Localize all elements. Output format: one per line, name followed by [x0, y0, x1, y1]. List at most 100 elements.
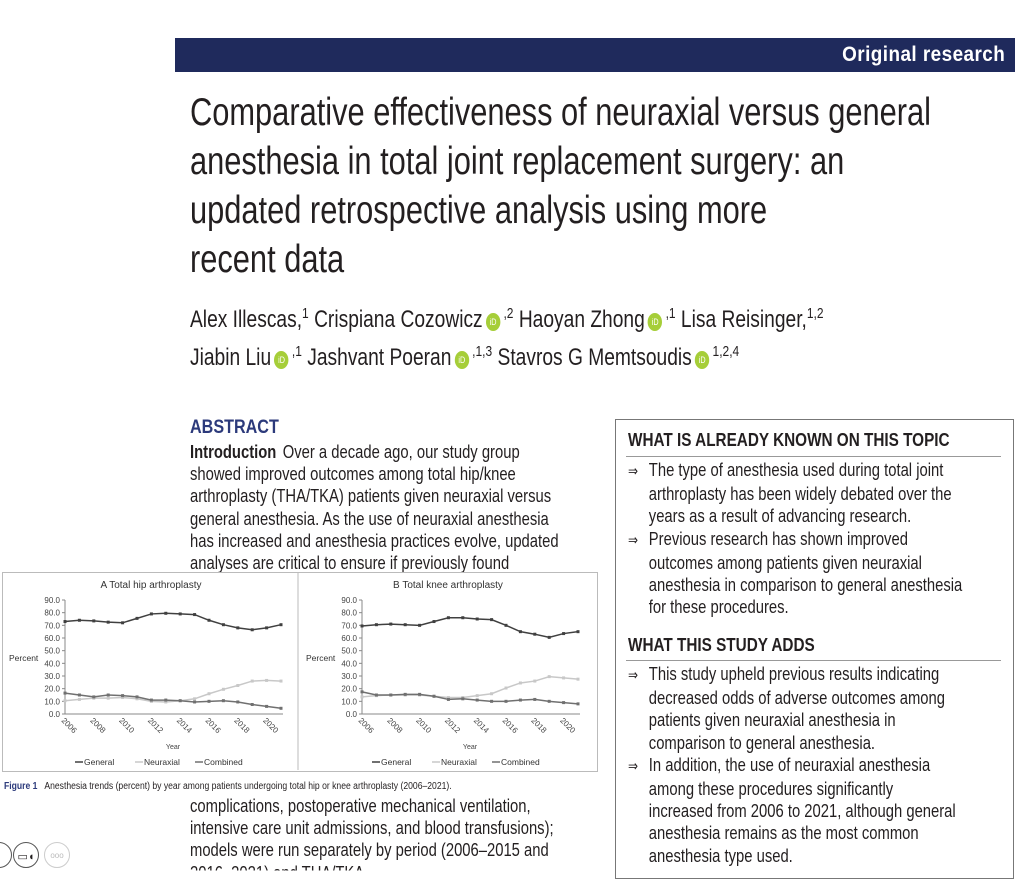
- bullet-line: arthroplasty has been widely debated ove…: [628, 483, 962, 505]
- abstract-line: models were run separately by period (20…: [190, 839, 549, 861]
- y-tick-label: 10.0: [44, 697, 60, 706]
- data-point: [562, 701, 566, 705]
- more-icon: ooo: [50, 851, 64, 860]
- data-point: [250, 703, 254, 706]
- data-point: [178, 612, 182, 616]
- line-text: In addition, the use of neuraxial anesth…: [648, 753, 931, 775]
- bullet-line: ⇒ This study upheld previous results indi…: [628, 663, 956, 687]
- data-point: [360, 690, 364, 694]
- data-point: [547, 635, 551, 639]
- series-line-neuraxial: [64, 679, 282, 703]
- y-axis-label: Percent: [9, 653, 39, 663]
- data-point: [63, 620, 67, 624]
- data-point: [403, 623, 407, 627]
- series-line-combined: [64, 692, 282, 710]
- data-point: [403, 692, 407, 696]
- legend-label: Combined: [501, 757, 540, 767]
- y-tick-label: 20.0: [44, 685, 60, 694]
- line-text: increased from 2006 to 2021, although ge…: [648, 800, 956, 822]
- line-text: among these procedures significantly: [648, 778, 894, 800]
- data-point: [121, 696, 125, 700]
- abstract-line: intensive care unit admissions, and bloo…: [190, 817, 554, 839]
- bullet-line: patients given neuraxial anesthesia in: [628, 709, 956, 731]
- data-point: [178, 699, 182, 703]
- author: Stavros G Memtsoudis iD 1,2,4: [498, 343, 740, 371]
- data-point: [490, 699, 494, 703]
- data-point: [63, 691, 67, 695]
- x-axis-label: Year: [166, 744, 181, 751]
- x-tick-label: 2012: [443, 716, 462, 735]
- y-tick-label: 90.0: [341, 596, 357, 605]
- data-point: [389, 693, 393, 697]
- divider: [626, 456, 1001, 457]
- orcid-icon[interactable]: iD: [647, 313, 663, 331]
- data-point: [576, 677, 580, 681]
- author-name: Haoyan Zhong: [518, 306, 645, 333]
- author: Jiabin Liu iD ,1: [190, 343, 307, 371]
- x-tick-label: 2016: [501, 716, 520, 735]
- line-text: This study upheld previous results indic…: [648, 663, 940, 684]
- y-tick-label: 80.0: [341, 609, 357, 618]
- arrow-icon: ⇒: [628, 757, 639, 775]
- data-point: [135, 695, 139, 699]
- affiliation: 1: [302, 305, 309, 322]
- orcid-icon[interactable]: iD: [454, 351, 469, 369]
- y-axis-label: Percent: [306, 653, 336, 663]
- orcid-icon[interactable]: iD: [274, 351, 289, 369]
- author-list: Alex Illescas,1 Crispiana Cozowicz iD ,2 H…: [190, 298, 982, 374]
- x-tick-label: 2012: [146, 716, 165, 735]
- y-tick-label: 0.0: [346, 710, 358, 719]
- line-text: for these procedures.: [648, 596, 789, 618]
- line-text: arthroplasty has been widely debated ove…: [648, 483, 952, 505]
- data-point: [207, 692, 211, 696]
- data-point: [265, 626, 269, 630]
- intro-label: Introduction: [190, 441, 277, 462]
- more-button[interactable]: ooo: [44, 842, 70, 868]
- author-name: Alex Illescas,: [190, 306, 303, 333]
- data-point: [164, 700, 168, 704]
- data-point: [418, 692, 422, 696]
- author-line: Alex Illescas,1 Crispiana Cozowicz iD ,2 H…: [190, 298, 824, 336]
- figure-1: A Total hip arthroplasty 0.0 10.0 20.0 30.0 4…: [2, 572, 598, 772]
- data-point: [504, 686, 508, 690]
- data-point: [360, 624, 364, 628]
- data-point: [236, 626, 240, 630]
- data-point: [547, 675, 551, 679]
- adds-heading: WHAT THIS STUDY ADDS: [628, 635, 815, 655]
- bullet-line: decreased odds of adverse outcomes among: [628, 687, 956, 709]
- known-heading: WHAT IS ALREADY KNOWN ON THIS TOPIC: [628, 430, 950, 450]
- data-point: [461, 616, 465, 620]
- abstract-heading: ABSTRACT: [190, 417, 279, 438]
- data-point: [63, 699, 67, 703]
- x-tick-label: 2010: [414, 716, 433, 735]
- x-axis-label: Year: [463, 744, 478, 751]
- line-text: arthroplasty (THA/TKA) patients given ne…: [190, 485, 552, 507]
- affiliation: 1,2,4: [712, 343, 740, 360]
- data-point: [135, 697, 139, 701]
- abstract-text-continued: complications, postoperative mechanical …: [190, 795, 645, 884]
- video-button[interactable]: ▭◖: [13, 842, 39, 868]
- data-point: [475, 698, 479, 702]
- orcid-icon[interactable]: iD: [485, 313, 501, 331]
- data-point: [562, 632, 566, 636]
- line-text: patients given neuraxial anesthesia in: [648, 709, 896, 731]
- line-text: anesthesia remains as the most common: [648, 822, 919, 844]
- abstract-line: general anesthesia. As the use of neurax…: [190, 508, 559, 530]
- prev-control[interactable]: [0, 842, 12, 868]
- data-point: [490, 618, 494, 622]
- author-name: Lisa Reisinger,: [680, 306, 807, 333]
- data-point: [250, 628, 254, 632]
- data-point: [279, 679, 283, 683]
- title-line: updated retrospective analysis using mor…: [190, 189, 768, 232]
- line-text: comparison to general anesthesia.: [648, 731, 876, 753]
- y-tick-label: 50.0: [44, 647, 60, 656]
- author: Crispiana Cozowicz iD ,2: [314, 305, 519, 333]
- y-tick-label: 40.0: [341, 659, 357, 668]
- video-icon: ▭◖: [17, 851, 35, 863]
- x-tick-label: 2020: [261, 716, 280, 735]
- data-point: [562, 676, 566, 680]
- bullet-line: ⇒ The type of anesthesia used during tota…: [628, 459, 962, 483]
- data-point: [106, 620, 110, 624]
- orcid-icon[interactable]: iD: [694, 351, 710, 369]
- data-point: [164, 611, 168, 615]
